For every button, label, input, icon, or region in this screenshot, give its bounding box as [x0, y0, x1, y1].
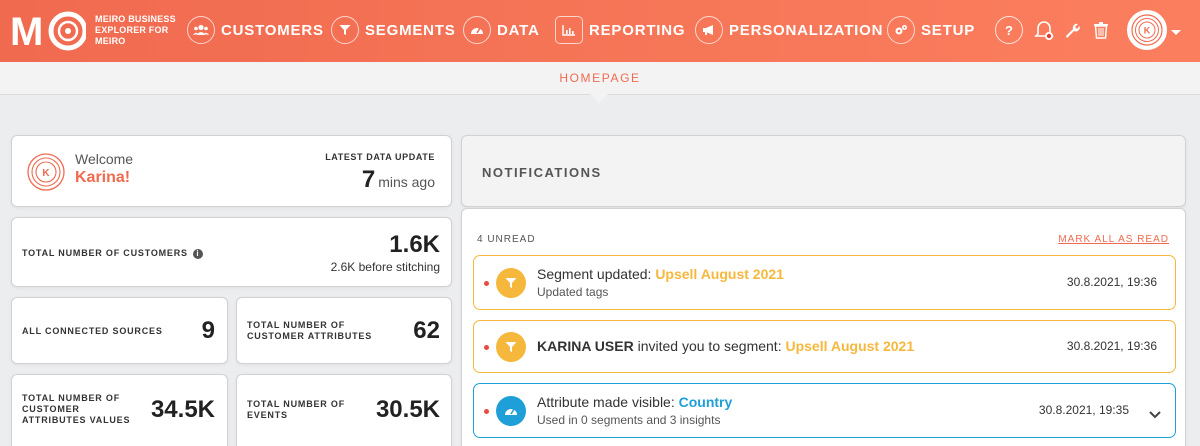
- welcome-name: Karina!: [75, 169, 131, 186]
- meiro-logo[interactable]: M: [10, 7, 86, 53]
- notification-date: 30.8.2021, 19:36: [1066, 339, 1157, 353]
- unread-dot: [484, 345, 489, 350]
- filter-icon: [331, 16, 359, 44]
- brand-text: MEIRO BUSINESS EXPLORER FOR MEIRO: [95, 14, 176, 47]
- attribute-link[interactable]: Country: [678, 394, 733, 410]
- brand-line3: MEIRO: [95, 36, 126, 46]
- latest-update-value: 7 mins ago: [362, 166, 435, 194]
- notification-text: KARINA USER invited you to segment: Upse…: [537, 338, 914, 354]
- user-avatar[interactable]: K: [1127, 10, 1167, 50]
- notifications-panel: 4 UNREAD MARK ALL AS READ Segment update…: [461, 208, 1186, 446]
- total-customers-card: TOTAL NUMBER OF CUSTOMERS i 1.6K 2.6K bef…: [11, 217, 452, 287]
- subheader-notch: [590, 94, 608, 103]
- filter-icon: [496, 332, 526, 362]
- mark-all-read-link[interactable]: MARK ALL AS READ: [1058, 234, 1169, 245]
- brand-line2: EXPLORER FOR: [95, 25, 169, 35]
- connected-sources-card: ALL CONNECTED SOURCES 9: [11, 297, 228, 364]
- total-customers-label: TOTAL NUMBER OF CUSTOMERS i: [22, 248, 203, 259]
- customer-attributes-card: TOTAL NUMBER OF CUSTOMER ATTRIBUTES 62: [236, 297, 452, 364]
- notifications-title: NOTIFICATIONS: [482, 165, 602, 180]
- notifications-header: NOTIFICATIONS: [461, 135, 1186, 207]
- nav-segments-label: SEGMENTS: [365, 21, 456, 39]
- total-customers-label-text: TOTAL NUMBER OF CUSTOMERS: [22, 248, 188, 258]
- trash-icon[interactable]: [1087, 16, 1115, 44]
- events-label: TOTAL NUMBER OF EVENTS: [247, 399, 345, 421]
- nav-personalization-label: PERSONALIZATION: [729, 21, 884, 39]
- attribute-values-value: 34.5K: [150, 396, 215, 423]
- events-card: TOTAL NUMBER OF EVENTS 30.5K: [236, 374, 452, 446]
- segment-link[interactable]: Upsell August 2021: [785, 338, 915, 354]
- attribute-values-label-2: CUSTOMER: [22, 404, 80, 414]
- nav-data[interactable]: DATA: [463, 14, 540, 46]
- welcome-greeting: Welcome: [75, 151, 134, 167]
- attribute-values-label: TOTAL NUMBER OF CUSTOMER ATTRIBUTES VALU…: [22, 393, 130, 426]
- gauge-icon: [463, 16, 491, 44]
- avatar-initial: K: [1144, 26, 1151, 36]
- chevron-down-icon[interactable]: [1170, 24, 1182, 42]
- nav-customers[interactable]: CUSTOMERS: [187, 14, 324, 46]
- customer-attributes-value: 62: [413, 317, 440, 344]
- notification-prefix: invited you to segment:: [633, 338, 786, 354]
- attribute-values-card: TOTAL NUMBER OF CUSTOMER ATTRIBUTES VALU…: [11, 374, 228, 446]
- notification-item[interactable]: Attribute made visible: Country Used in …: [473, 383, 1176, 438]
- attribute-values-label-1: TOTAL NUMBER OF: [22, 393, 120, 403]
- subheader: HOMEPAGE: [0, 62, 1200, 103]
- customer-attributes-label-1: TOTAL NUMBER OF: [247, 320, 345, 330]
- nav-reporting[interactable]: REPORTING: [555, 14, 685, 46]
- events-value: 30.5K: [375, 396, 440, 423]
- filter-icon: [496, 268, 526, 298]
- notification-date: 30.8.2021, 19:36: [1066, 275, 1157, 289]
- notification-item[interactable]: KARINA USER invited you to segment: Upse…: [473, 320, 1176, 373]
- notification-text: Attribute made visible: Country: [537, 394, 732, 410]
- latest-update-label: LATEST DATA UPDATE: [325, 152, 435, 162]
- svg-text:M: M: [10, 10, 43, 53]
- welcome-avatar-initial: K: [42, 168, 50, 179]
- chart-icon: [555, 16, 583, 44]
- total-customers-value: 1.6K: [389, 231, 440, 258]
- gears-icon: [887, 16, 915, 44]
- notification-prefix: Segment updated:: [537, 266, 656, 282]
- nav-segments[interactable]: SEGMENTS: [331, 14, 456, 46]
- unread-dot: [484, 281, 489, 286]
- notification-prefix: Attribute made visible:: [537, 394, 679, 410]
- users-icon: [187, 16, 215, 44]
- attribute-values-label-3: ATTRIBUTES VALUES: [22, 415, 131, 425]
- nav-setup-label: SETUP: [921, 21, 976, 39]
- megaphone-icon: [695, 16, 723, 44]
- top-nav: M MEIRO BUSINESS EXPLORER FOR MEIRO CUST…: [0, 0, 1200, 62]
- connected-sources-label: ALL CONNECTED SOURCES: [22, 326, 163, 336]
- events-label-2: EVENTS: [247, 410, 288, 420]
- notification-subtext: Used in 0 segments and 3 insights: [537, 413, 721, 427]
- notification-subtext: Updated tags: [537, 285, 609, 299]
- notification-item[interactable]: Segment updated: Upsell August 2021 Upda…: [473, 255, 1176, 310]
- nav-personalization[interactable]: PERSONALIZATION: [695, 14, 883, 46]
- page-title: HOMEPAGE: [559, 71, 641, 85]
- unread-count: 4 UNREAD: [477, 234, 536, 245]
- welcome-card: K Welcome Karina! LATEST DATA UPDATE 7 mi…: [11, 135, 452, 207]
- gauge-icon: [496, 396, 526, 426]
- notification-text: Segment updated: Upsell August 2021: [537, 266, 784, 282]
- customer-attributes-label: TOTAL NUMBER OF CUSTOMER ATTRIBUTES: [247, 320, 372, 342]
- unread-dot: [484, 409, 489, 414]
- update-unit: mins ago: [378, 174, 435, 190]
- chevron-down-icon[interactable]: [1149, 406, 1161, 424]
- segment-link[interactable]: Upsell August 2021: [655, 266, 784, 282]
- nav-customers-label: CUSTOMERS: [221, 21, 324, 39]
- nav-reporting-label: REPORTING: [589, 21, 686, 39]
- user-avatar-large: K: [27, 153, 65, 191]
- help-button[interactable]: ?: [995, 16, 1023, 44]
- notification-user: KARINA USER: [537, 338, 634, 354]
- update-value: 7: [361, 166, 376, 193]
- before-stitching-value: 2.6K before stitching: [330, 260, 440, 274]
- customer-attributes-label-2: CUSTOMER ATTRIBUTES: [247, 331, 373, 341]
- connected-sources-value: 9: [201, 317, 215, 344]
- info-icon[interactable]: i: [192, 248, 203, 259]
- events-label-1: TOTAL NUMBER OF: [247, 399, 345, 409]
- brand-line1: MEIRO BUSINESS: [95, 14, 176, 24]
- notifications-bell-icon[interactable]: [1030, 16, 1058, 44]
- notification-date: 30.8.2021, 19:35: [1038, 403, 1129, 417]
- nav-setup[interactable]: SETUP: [887, 14, 975, 46]
- nav-data-label: DATA: [497, 21, 540, 39]
- wrench-icon[interactable]: [1058, 16, 1086, 44]
